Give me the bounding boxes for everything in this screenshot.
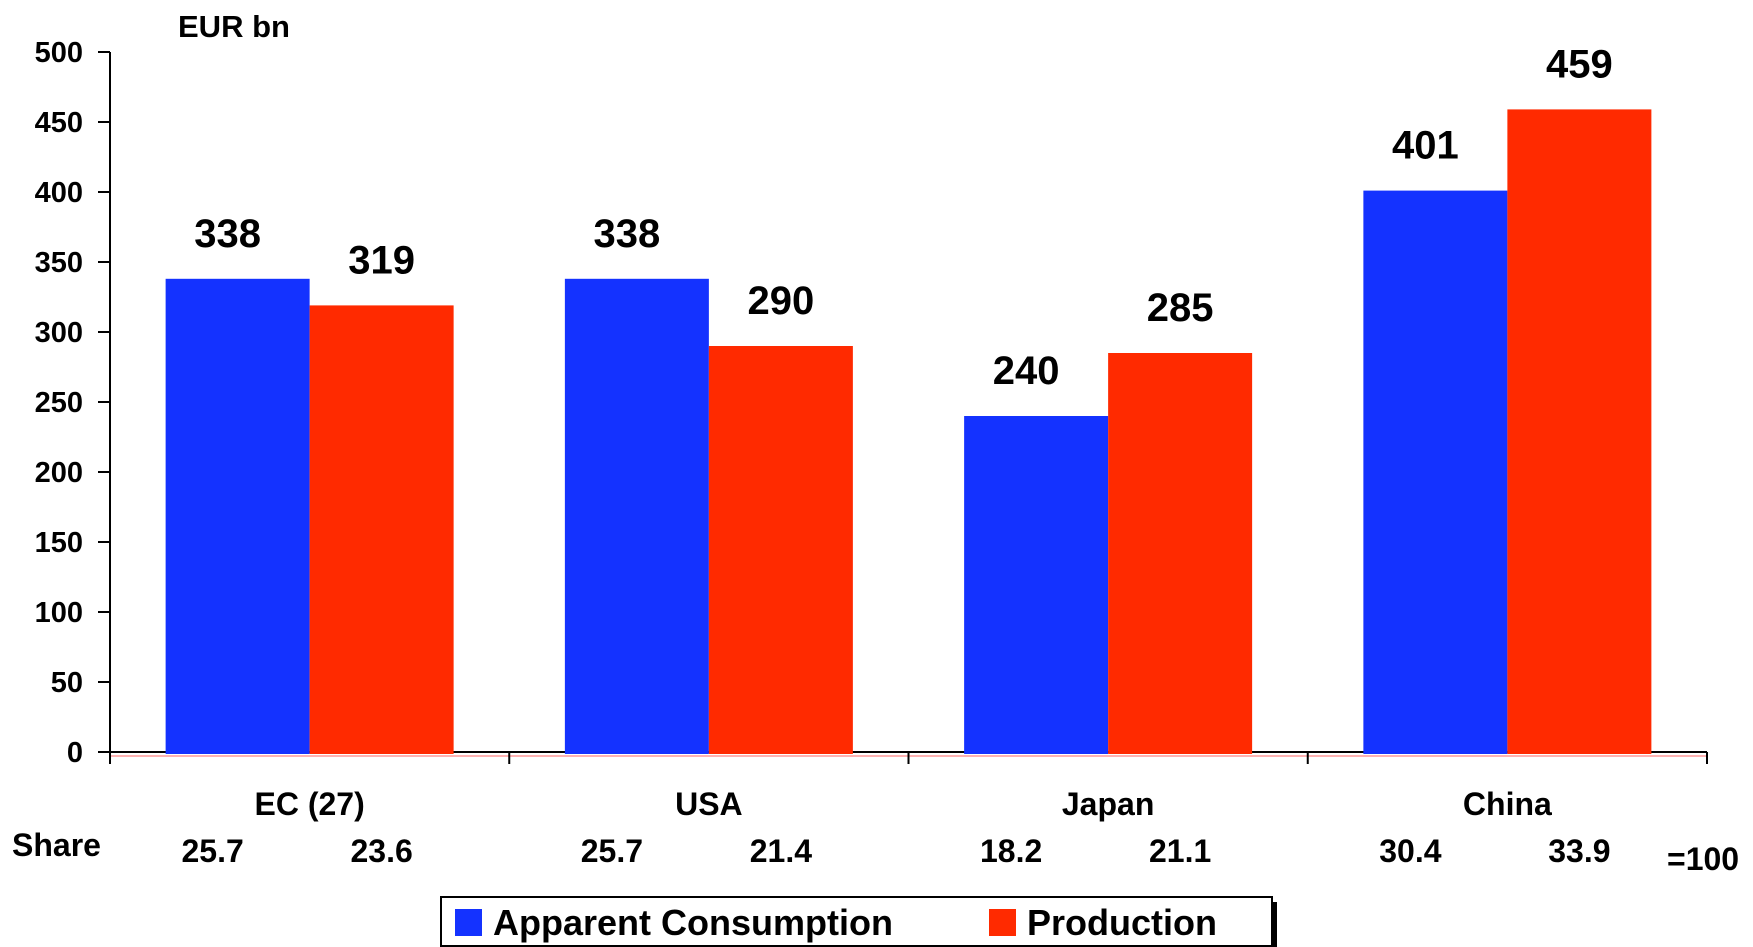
share-label: Share	[12, 827, 101, 863]
legend-swatch-production	[989, 909, 1016, 936]
x-category-label: EC (27)	[255, 786, 365, 822]
x-category-label: Japan	[1062, 786, 1154, 822]
data-label: 240	[993, 349, 1060, 393]
share-value: 18.2	[980, 833, 1042, 869]
bar-consumption	[564, 278, 709, 754]
legend-label-consumption: Apparent Consumption	[493, 902, 893, 943]
bars	[165, 109, 1652, 755]
share-value: 30.4	[1379, 833, 1441, 869]
share-row: Share =100 25.7 23.6 25.7 21.4 18.2 21.1 30.4 3…	[12, 827, 1739, 877]
bar-consumption	[165, 278, 310, 754]
bar-production	[309, 305, 454, 754]
data-label: 290	[748, 279, 815, 323]
y-tick-label: 350	[35, 247, 83, 279]
share-value: 25.7	[181, 833, 243, 869]
share-value: 21.1	[1149, 833, 1211, 869]
x-tick-labels: EC (27) USA Japan China	[255, 786, 1553, 822]
data-labels: 338 319 338 290 240 285 401 459	[194, 42, 1613, 393]
y-tick-label: 150	[35, 527, 83, 559]
share-note: =100	[1667, 841, 1739, 877]
x-category-label: USA	[675, 786, 743, 822]
y-axis-label: EUR bn	[178, 9, 290, 44]
data-label: 338	[594, 212, 661, 256]
y-tick-label: 250	[35, 387, 83, 419]
bar-consumption	[1363, 190, 1508, 755]
legend-box	[440, 896, 1273, 947]
legend-label-production: Production	[1027, 902, 1217, 943]
bar-production	[708, 346, 853, 754]
data-label: 459	[1546, 42, 1613, 86]
y-tick-label: 50	[51, 667, 83, 699]
data-label: 338	[194, 212, 261, 256]
legend-swatch-consumption	[455, 909, 482, 936]
data-label: 401	[1392, 124, 1459, 168]
y-tick-label: 200	[35, 457, 83, 489]
y-tick-label: 100	[35, 597, 83, 629]
share-value: 25.7	[581, 833, 643, 869]
bar-production	[1108, 353, 1253, 754]
data-label: 285	[1147, 286, 1214, 330]
bar-consumption	[964, 416, 1109, 754]
y-tick-label: 450	[35, 107, 83, 139]
legend: Apparent Consumption Production	[440, 896, 1277, 947]
y-tick-label: 0	[67, 737, 83, 769]
y-tick-label: 500	[35, 37, 83, 69]
share-value: 21.4	[750, 833, 812, 869]
bar-production	[1507, 109, 1652, 754]
data-label: 319	[348, 238, 415, 282]
share-value: 23.6	[350, 833, 412, 869]
y-tick-label: 300	[35, 317, 83, 349]
x-category-label: China	[1463, 786, 1552, 822]
share-value: 33.9	[1548, 833, 1610, 869]
y-tick-label: 400	[35, 177, 83, 209]
